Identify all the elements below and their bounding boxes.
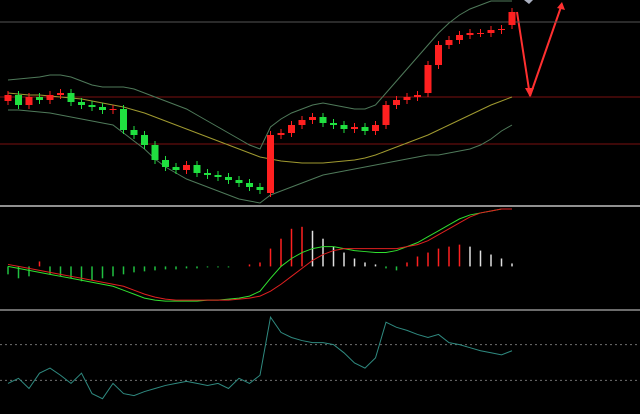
indicator-line <box>7 315 513 400</box>
candle-body <box>477 33 484 34</box>
candle-body <box>183 165 190 170</box>
candle-body <box>288 125 295 133</box>
candle-body <box>424 65 432 93</box>
candle-body <box>57 93 64 95</box>
candle-body <box>382 105 390 125</box>
candle-body <box>309 117 316 120</box>
candle-body <box>319 117 327 123</box>
candle-body <box>46 95 54 100</box>
candle-body <box>403 97 411 100</box>
candle-body <box>246 183 253 187</box>
candle-body <box>15 95 22 105</box>
candle-body <box>25 97 33 105</box>
marker <box>524 0 533 4</box>
candle-body <box>88 105 96 107</box>
candle-body <box>214 175 222 177</box>
candle-body <box>193 165 201 173</box>
indicator-line <box>7 208 512 301</box>
candle-body <box>4 95 12 101</box>
candle-body <box>235 180 243 183</box>
candle-body <box>298 120 306 125</box>
candle-body <box>414 95 421 97</box>
candle-body <box>466 33 474 35</box>
candle-body <box>330 123 337 125</box>
candle-body <box>361 127 369 131</box>
candle-body <box>498 29 505 30</box>
candle-body <box>445 40 453 45</box>
candle-body <box>141 135 148 145</box>
candle-body <box>487 30 495 33</box>
candle-body <box>267 135 274 193</box>
candle-body <box>151 145 159 160</box>
candle-body <box>277 133 285 135</box>
candle-body <box>340 125 348 129</box>
candle-body <box>508 12 516 25</box>
candle-body <box>351 127 358 129</box>
candle-body <box>225 177 232 180</box>
indicator-line <box>7 208 512 302</box>
candle-body <box>120 109 127 130</box>
candle-body <box>393 100 400 105</box>
candle-body <box>130 130 138 135</box>
candle-body <box>162 160 169 167</box>
candle-body <box>78 102 85 105</box>
candle-body <box>256 187 264 190</box>
candle-body <box>99 107 106 110</box>
candle-body <box>67 93 75 102</box>
candle-body <box>372 125 379 131</box>
candle-body <box>109 109 117 110</box>
candle-body <box>456 35 463 40</box>
candle-body <box>204 173 211 175</box>
candle-body <box>172 167 180 170</box>
candle-body <box>435 45 442 65</box>
indicator-line <box>7 0 512 150</box>
candle-body <box>36 97 43 100</box>
indicator-line <box>8 109 513 204</box>
